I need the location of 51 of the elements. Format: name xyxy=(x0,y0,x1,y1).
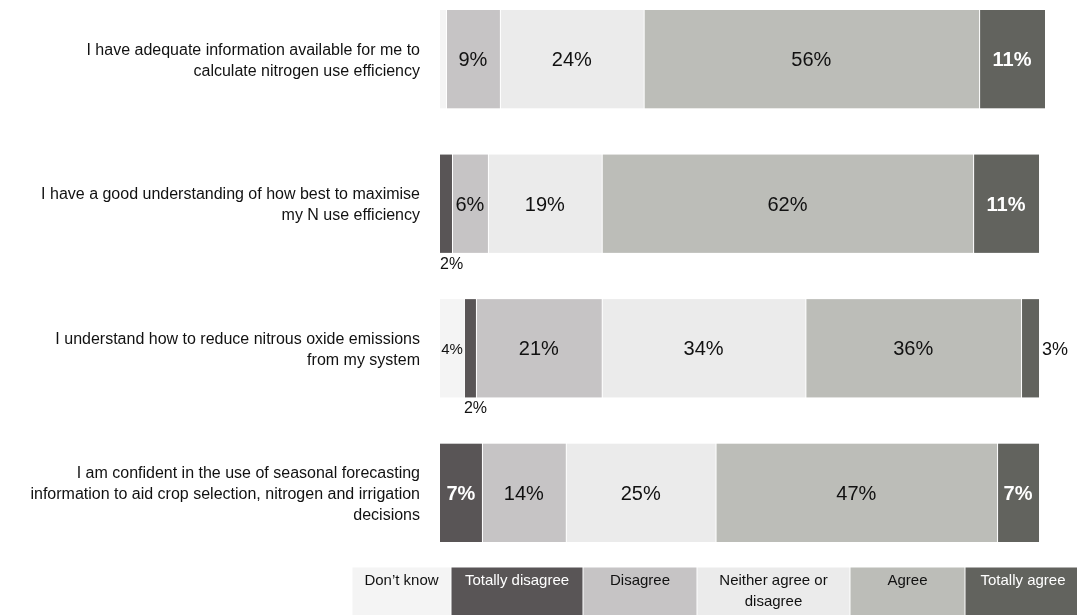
text: Disagree xyxy=(609,571,671,588)
data-label: 47% xyxy=(836,481,877,504)
bar xyxy=(644,10,980,109)
bar xyxy=(806,299,1022,398)
bar xyxy=(716,443,998,542)
bar xyxy=(1022,299,1040,398)
bar xyxy=(998,443,1040,542)
data-label: 11% xyxy=(986,192,1026,215)
data-label: 7% xyxy=(1003,481,1033,504)
bar xyxy=(602,154,974,253)
bar xyxy=(566,443,716,542)
bar xyxy=(488,154,602,253)
bar xyxy=(980,10,1045,109)
bar xyxy=(464,299,476,398)
data-label: 14% xyxy=(503,481,545,504)
data-label: 7% xyxy=(446,481,476,504)
bar xyxy=(440,443,482,542)
data-label: 21% xyxy=(518,337,560,360)
bar xyxy=(446,10,500,109)
text: Don’t know xyxy=(364,571,439,588)
bar xyxy=(440,10,446,109)
data-label: 24% xyxy=(551,48,593,71)
data-label: 3% xyxy=(1042,339,1069,360)
data-label: 25% xyxy=(620,481,661,504)
y-tick-label: I have a good understanding of how best to maximise my N use efficiency xyxy=(41,185,421,224)
y-tick-label: I have adequate information available for me to calculate nitrogen use efficiency xyxy=(86,40,421,79)
series-label: Agree xyxy=(887,571,928,588)
data-label: 36% xyxy=(893,337,934,360)
data-label: 2% xyxy=(440,254,464,272)
bar xyxy=(476,299,602,398)
data-label: 34% xyxy=(683,337,724,360)
bar xyxy=(452,154,488,253)
bar xyxy=(500,10,644,109)
data-label: 2% xyxy=(463,399,488,417)
data-label: 4% xyxy=(441,340,463,358)
bar xyxy=(974,154,1040,253)
bar xyxy=(440,299,464,398)
bar xyxy=(482,443,566,542)
data-label: 19% xyxy=(524,192,566,215)
data-label: 56% xyxy=(791,48,832,71)
series-label: Neither agree or disagree xyxy=(719,571,828,609)
y-tick-label: I am confident in the use of seasonal forecasting information to aid crop selection, nitrogen and irrigation decisions xyxy=(30,463,420,523)
text: Totally agree xyxy=(980,571,1066,588)
data-label: 62% xyxy=(767,192,808,215)
series-label: Totally disagree xyxy=(464,571,570,588)
bar xyxy=(440,154,452,253)
data-label: 9% xyxy=(458,48,488,71)
bar xyxy=(602,299,806,398)
y-tick-label: I understand how to reduce nitrous oxide emissions from my system xyxy=(55,329,420,368)
data-label: 11% xyxy=(992,48,1032,71)
data-label: 6% xyxy=(455,192,485,215)
